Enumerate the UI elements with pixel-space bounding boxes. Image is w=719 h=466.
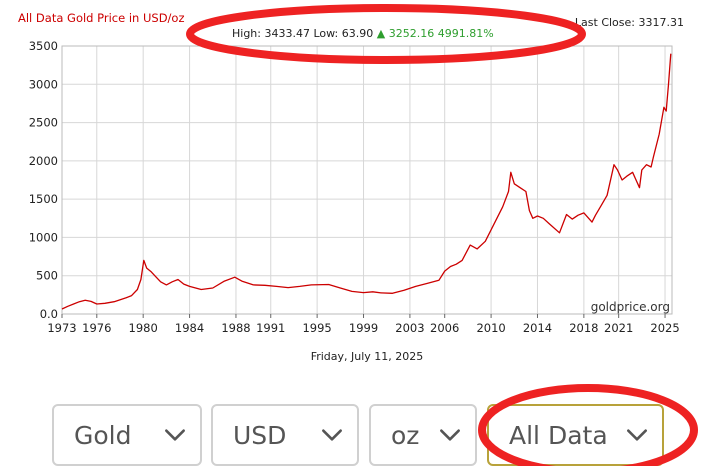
x-tick-label: 1973	[47, 321, 76, 335]
y-tick-label: 0.0	[40, 307, 58, 321]
last-close-label: Last Close:	[575, 16, 635, 29]
watermark: goldprice.org	[591, 300, 670, 314]
change-value: 3252.16	[389, 27, 435, 40]
y-axis: 3500 3000 2500 2000 1500 1000 500 0.0	[29, 39, 58, 321]
last-close-value: 3317.31	[639, 16, 685, 29]
chart-title: All Data Gold Price in USD/oz	[18, 11, 185, 25]
x-tick-label: 2003	[395, 321, 424, 335]
date-label: Friday, July 11, 2025	[311, 350, 424, 363]
range-select-value: All Data	[509, 420, 608, 450]
range-select[interactable]: All Data	[487, 404, 664, 466]
x-tick-label: 2010	[476, 321, 505, 335]
x-tick-label: 2025	[650, 321, 679, 335]
y-tick-label: 3000	[29, 77, 58, 91]
price-line-series	[61, 53, 672, 310]
change-up-icon: ▲	[377, 27, 386, 40]
chevron-down-icon	[322, 429, 342, 441]
x-tick-label: 2021	[604, 321, 633, 335]
x-tick-label: 1991	[256, 321, 285, 335]
last-close: Last Close: 3317.31	[575, 16, 684, 29]
plot-area-border	[61, 45, 673, 315]
summary-stats: High: 3433.47 Low: 63.90 ▲ 3252.16 4991.…	[232, 27, 494, 40]
x-tick-label: 1980	[129, 321, 158, 335]
x-tick-label: 2006	[430, 321, 459, 335]
unit-select[interactable]: oz	[369, 404, 477, 466]
y-tick-label: 500	[36, 269, 58, 283]
x-tick-label: 1976	[82, 321, 111, 335]
currency-select-value: USD	[233, 420, 287, 450]
unit-select-value: oz	[391, 420, 420, 450]
high-value: 3433.47	[265, 27, 311, 40]
chevron-down-icon	[627, 429, 647, 441]
chevron-down-icon	[165, 429, 185, 441]
x-tick-label: 1999	[349, 321, 378, 335]
chevron-down-icon	[440, 429, 460, 441]
x-tick-label: 1984	[175, 321, 204, 335]
x-tick-label: 2018	[569, 321, 598, 335]
y-tick-label: 1000	[29, 230, 58, 244]
y-tick-label: 2000	[29, 154, 58, 168]
low-label: Low:	[314, 27, 339, 40]
x-tick-label: 1988	[221, 321, 250, 335]
chart-grid	[61, 45, 672, 315]
x-tick-label: 1995	[302, 321, 331, 335]
highlight-oval-stats	[186, 4, 586, 64]
metal-select-value: Gold	[74, 420, 132, 450]
change-percent: 4991.81%	[438, 27, 494, 40]
y-tick-label: 1500	[29, 192, 58, 206]
x-axis: 1973 1976 1980 1984 1988 1991 1995 1999 2003 2006…	[47, 314, 680, 335]
high-label: High:	[232, 27, 261, 40]
x-tick-label: 2014	[523, 321, 552, 335]
y-tick-label: 3500	[29, 39, 58, 53]
metal-select[interactable]: Gold	[52, 404, 202, 466]
y-tick-label: 2500	[29, 116, 58, 130]
currency-select[interactable]: USD	[211, 404, 359, 466]
low-value: 63.90	[342, 27, 374, 40]
